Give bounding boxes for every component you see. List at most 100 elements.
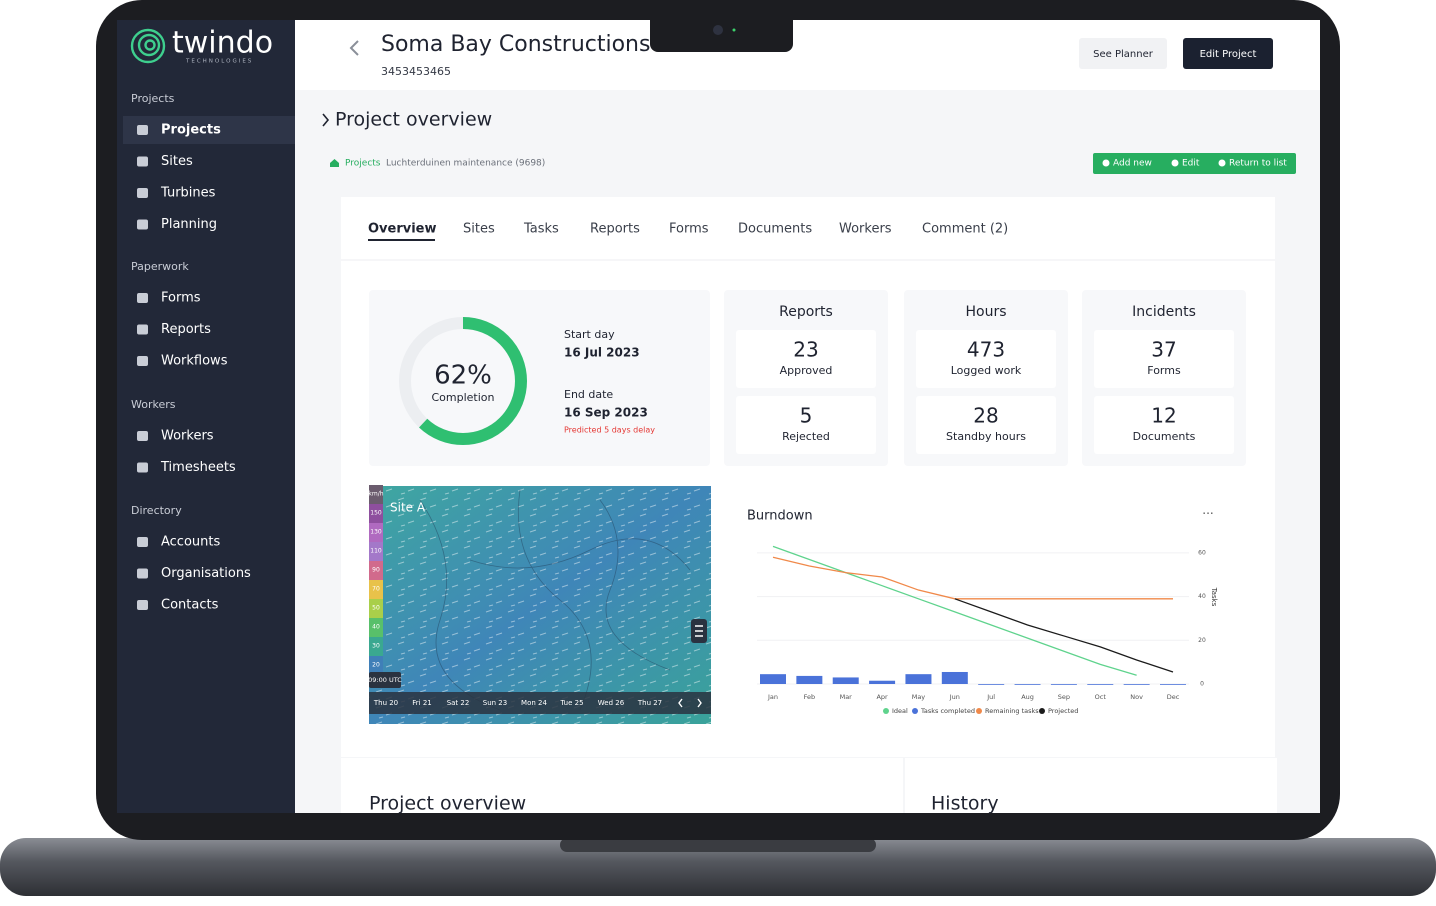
breadcrumb-link[interactable]: Projects <box>345 159 381 169</box>
stat-label: Standby hours <box>946 430 1026 443</box>
sidebar-item[interactable]: Turbines <box>160 186 216 201</box>
overview-card <box>341 758 903 813</box>
map-scale-band <box>369 542 383 561</box>
action-button[interactable]: Add new <box>1113 159 1152 169</box>
stat-box <box>736 330 876 388</box>
map-scale-band <box>369 485 383 504</box>
tab[interactable]: Reports <box>590 222 640 237</box>
map-day[interactable]: Thu 20 <box>373 699 398 707</box>
sidebar-section-title: Workers <box>131 398 176 411</box>
see-planner-button[interactable] <box>1079 38 1167 69</box>
y-tick-label: 0 <box>1200 681 1204 688</box>
stat-box <box>916 396 1056 454</box>
x-tick-label: Jan <box>767 693 778 701</box>
sidebar-item[interactable]: Projects <box>161 123 221 138</box>
camera <box>713 25 723 35</box>
sidebar-icon <box>137 188 148 198</box>
legend-label[interactable]: Projected <box>1048 707 1078 715</box>
line-series <box>954 598 1174 673</box>
sidebar-item[interactable]: Forms <box>161 291 201 306</box>
bar <box>1014 684 1041 685</box>
tab[interactable]: Documents <box>738 222 812 237</box>
stat-title: Hours <box>965 304 1006 320</box>
stat-title: Reports <box>779 304 833 320</box>
stat-box <box>916 330 1056 388</box>
map-scale-band <box>369 656 383 675</box>
camera-light <box>732 28 736 32</box>
sidebar-icon <box>137 537 148 547</box>
y-tick-label: 20 <box>1198 637 1206 644</box>
map-scale-band <box>369 523 383 542</box>
action-button[interactable]: Edit <box>1182 159 1200 169</box>
action-bar <box>1093 153 1296 174</box>
chart-menu[interactable]: ··· <box>1202 507 1213 521</box>
end-date: 16 Sep 2023 <box>564 406 648 420</box>
bar <box>796 675 823 684</box>
legend-label[interactable]: Remaining tasks <box>985 707 1039 715</box>
weather-map <box>369 486 711 724</box>
map-scale-band <box>369 618 383 637</box>
heading-chevron <box>322 113 330 127</box>
sidebar-item[interactable]: Accounts <box>161 535 220 550</box>
history-card <box>905 758 1277 813</box>
bar <box>1123 684 1150 685</box>
sidebar-item[interactable]: Sites <box>161 154 193 169</box>
map-day[interactable]: Sun 23 <box>483 699 507 707</box>
tab[interactable]: Comment (2) <box>922 222 1008 237</box>
map-day[interactable]: Sat 22 <box>447 699 470 707</box>
legend-label[interactable]: Tasks completed <box>920 707 975 715</box>
map-day[interactable]: Fri 21 <box>412 699 431 707</box>
back-button[interactable] <box>349 40 359 56</box>
tab[interactable]: Sites <box>463 222 495 237</box>
edit-project-label: Edit Project <box>1200 49 1257 60</box>
sidebar-item[interactable]: Timesheets <box>160 460 236 475</box>
tab[interactable]: Tasks <box>523 222 559 237</box>
x-tick-label: Dec <box>1167 693 1180 701</box>
stat-value: 5 <box>800 404 813 428</box>
page-title: Project overview <box>335 109 492 131</box>
stat-value: 12 <box>1151 404 1176 428</box>
map-scale-band <box>369 561 383 580</box>
edit-project-button[interactable] <box>1183 38 1273 69</box>
x-tick-label: Sep <box>1058 693 1070 701</box>
home-icon <box>330 159 339 167</box>
tab[interactable]: Workers <box>839 222 892 237</box>
sidebar-item[interactable]: Workflows <box>161 354 228 369</box>
map-scale-label: km/h <box>368 491 383 498</box>
sidebar-item[interactable]: Planning <box>161 217 217 232</box>
map-scale-band <box>369 580 383 599</box>
map-scale-band <box>369 504 383 523</box>
stat-label: Rejected <box>782 430 830 443</box>
map-day[interactable]: Mon 24 <box>521 699 547 707</box>
action-icon <box>1218 159 1226 167</box>
start-date: 16 Jul 2023 <box>564 346 640 360</box>
legend-label[interactable]: Ideal <box>892 707 908 715</box>
tab[interactable]: Forms <box>669 222 709 237</box>
stat-value: 473 <box>967 338 1005 362</box>
bar <box>978 684 1005 685</box>
sidebar-item[interactable]: Contacts <box>161 598 219 613</box>
camera-notch <box>650 20 793 52</box>
map-day[interactable]: Thu 27 <box>637 699 662 707</box>
sidebar-item[interactable]: Organisations <box>161 566 251 581</box>
bar <box>1087 684 1114 685</box>
map-time: 09:00 UTC <box>368 676 402 684</box>
sidebar-icon <box>137 462 148 473</box>
map-day[interactable]: Wed 26 <box>598 699 625 707</box>
brand-name: twindo <box>172 26 273 61</box>
map-scale-label: 90 <box>372 567 380 574</box>
sidebar-active-bg <box>123 116 295 144</box>
end-label: End date <box>564 388 613 401</box>
tab[interactable]: Overview <box>368 222 437 237</box>
sidebar-item[interactable]: Workers <box>161 429 214 444</box>
bar <box>1160 684 1186 685</box>
map-site[interactable]: Site A <box>390 501 426 515</box>
x-tick-label: Jun <box>949 693 960 701</box>
map-scale-label: 110 <box>370 548 382 555</box>
sidebar-item[interactable]: Reports <box>161 322 211 337</box>
action-button[interactable]: Return to list <box>1229 159 1287 169</box>
sidebar-icon <box>137 125 148 135</box>
stat-value: 37 <box>1151 338 1176 362</box>
bar <box>832 677 859 684</box>
map-day[interactable]: Tue 25 <box>559 699 583 707</box>
